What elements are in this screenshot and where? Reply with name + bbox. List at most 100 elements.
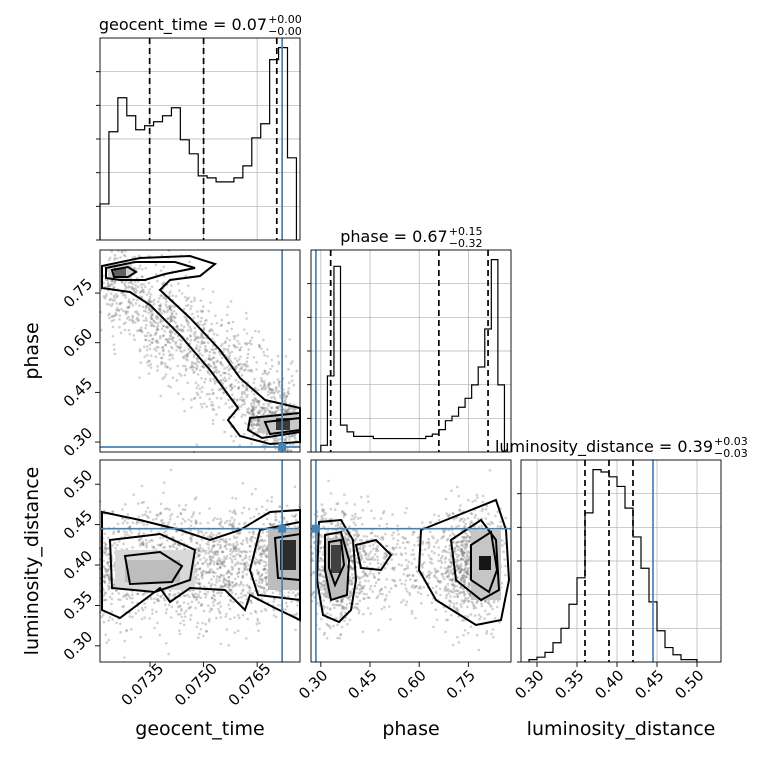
scatter-point xyxy=(143,355,146,358)
scatter-point xyxy=(168,353,172,356)
scatter-point xyxy=(137,539,141,542)
scatter-point xyxy=(148,295,152,299)
scatter-point xyxy=(209,301,212,304)
scatter-point xyxy=(238,348,242,352)
scatter-point xyxy=(131,287,134,291)
scatter-point xyxy=(181,329,185,333)
scatter-point xyxy=(204,377,207,381)
scatter-point xyxy=(168,330,172,334)
scatter-point xyxy=(146,331,150,335)
scatter-point xyxy=(218,611,222,615)
scatter-point xyxy=(182,307,186,311)
scatter-point xyxy=(166,365,169,368)
scatter-point xyxy=(141,290,145,293)
scatter-point xyxy=(111,280,114,283)
scatter-point xyxy=(269,382,272,386)
scatter-point xyxy=(142,541,145,545)
scatter-point xyxy=(169,305,172,309)
scatter-point xyxy=(171,353,174,357)
scatter-point xyxy=(198,352,202,355)
scatter-point xyxy=(250,413,254,416)
scatter-point xyxy=(269,388,272,392)
scatter-point xyxy=(234,592,238,596)
scatter-point xyxy=(118,318,121,321)
scatter-point xyxy=(163,375,166,379)
scatter-point xyxy=(253,536,257,540)
scatter-point xyxy=(171,336,175,340)
scatter-point xyxy=(141,275,144,278)
scatter-point xyxy=(226,585,229,588)
scatter-point xyxy=(210,547,214,551)
scatter-point xyxy=(484,517,488,520)
scatter-point xyxy=(356,517,360,520)
scatter-point xyxy=(108,284,111,287)
scatter-point xyxy=(170,512,174,516)
scatter-point xyxy=(150,314,153,318)
scatter-point xyxy=(169,317,172,321)
scatter-point xyxy=(234,334,237,338)
scatter-point xyxy=(368,544,372,548)
scatter-point xyxy=(123,293,127,297)
scatter-point xyxy=(449,565,453,568)
scatter-point xyxy=(112,530,116,533)
scatter-point xyxy=(206,341,210,344)
scatter-point xyxy=(257,419,260,422)
scatter-point xyxy=(183,508,187,512)
scatter-point xyxy=(491,607,494,611)
scatter-point xyxy=(322,633,326,636)
title-plus-geocent-time: +0.00 xyxy=(268,13,302,26)
scatter-point xyxy=(169,345,173,349)
scatter-point xyxy=(170,337,173,341)
scatter-point xyxy=(272,438,276,441)
scatter-point xyxy=(270,391,274,394)
scatter-point xyxy=(229,553,232,556)
scatter-point xyxy=(228,549,232,553)
scatter-point xyxy=(348,541,352,545)
scatter-point xyxy=(276,378,280,381)
scatter-point xyxy=(266,372,269,376)
scatter-point xyxy=(291,407,295,411)
scatter-point xyxy=(258,547,262,550)
scatter-point xyxy=(252,402,256,406)
scatter-point xyxy=(488,523,492,526)
scatter-point xyxy=(182,601,186,604)
scatter-point xyxy=(247,348,250,351)
scatter-point xyxy=(400,600,403,604)
scatter-point xyxy=(185,354,189,357)
scatter-point xyxy=(496,525,500,528)
scatter-point xyxy=(466,615,470,618)
scatter-point xyxy=(237,531,240,535)
scatter-point xyxy=(254,386,257,390)
scatter-point xyxy=(218,565,222,569)
scatter-point xyxy=(150,310,153,314)
scatter-point xyxy=(279,437,282,441)
scatter-point xyxy=(234,497,238,500)
scatter-point xyxy=(145,323,148,327)
scatter-point xyxy=(193,299,196,302)
scatter-point xyxy=(160,253,164,257)
scatter-point xyxy=(320,582,323,585)
scatter-point xyxy=(160,362,163,366)
scatter-point xyxy=(219,642,223,646)
scatter-point xyxy=(271,388,275,392)
scatter-point xyxy=(358,588,361,591)
scatter-point xyxy=(461,517,464,520)
scatter-point xyxy=(147,291,151,294)
scatter-point xyxy=(158,352,161,355)
scatter-point xyxy=(124,285,127,289)
scatter-point xyxy=(240,398,244,402)
scatter-point xyxy=(463,599,467,603)
scatter-point xyxy=(169,319,173,322)
scatter-point xyxy=(187,296,191,300)
scatter-point xyxy=(400,553,404,557)
scatter-point xyxy=(166,507,169,511)
scatter-point xyxy=(480,509,484,513)
scatter-point xyxy=(262,338,265,342)
scatter-point xyxy=(262,560,266,563)
scatter-point xyxy=(107,564,111,568)
scatter-point xyxy=(169,314,172,318)
scatter-point xyxy=(397,563,401,566)
scatter-point xyxy=(324,517,328,521)
scatter-point xyxy=(196,562,199,565)
scatter-point xyxy=(293,485,297,489)
